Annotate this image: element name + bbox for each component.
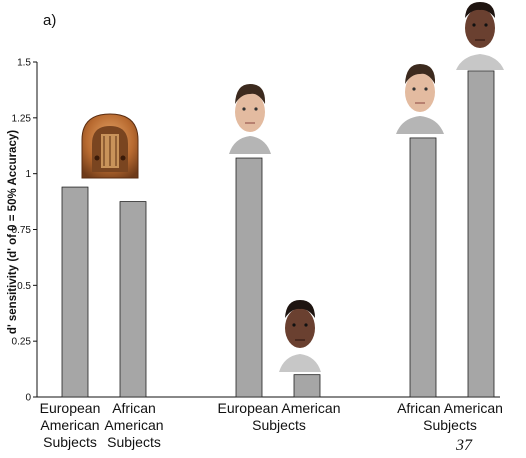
y-tick-label: 0	[25, 393, 31, 404]
radio-illustration	[81, 113, 139, 179]
x-category-label: European American Subjects	[39, 400, 101, 450]
y-tick-label: 1	[25, 169, 31, 180]
bar	[119, 201, 147, 398]
y-tick-label: 0.5	[17, 281, 31, 292]
y-tick-label: 0.75	[12, 225, 32, 236]
x-category-label: African American Subjects	[397, 400, 503, 433]
slide-number: 37	[456, 437, 472, 454]
bar	[293, 374, 321, 398]
x-category-label: African American Subjects	[104, 400, 164, 450]
y-tick-label: 1.5	[17, 58, 31, 69]
y-tick-label: 0.25	[12, 337, 32, 348]
x-category-label: European American Subjects	[217, 400, 341, 433]
chart-bars	[61, 70, 495, 398]
y-axis-label: d' sensitivity (d' of 0 = 50% Accuracy)	[7, 130, 19, 334]
y-tick-labels: 0 0.25 0.5 0.75 1 1.25 1.5	[12, 58, 32, 404]
european-american-face-image	[229, 78, 271, 154]
bar	[61, 186, 89, 398]
african-american-face-image	[279, 296, 321, 372]
bar	[409, 137, 437, 398]
european-american-face-image	[396, 58, 444, 134]
bar	[467, 70, 495, 398]
african-american-face-image	[456, 0, 504, 70]
panel-label: a)	[43, 12, 57, 29]
y-tick-label: 1.25	[12, 113, 32, 124]
bar	[235, 157, 263, 398]
